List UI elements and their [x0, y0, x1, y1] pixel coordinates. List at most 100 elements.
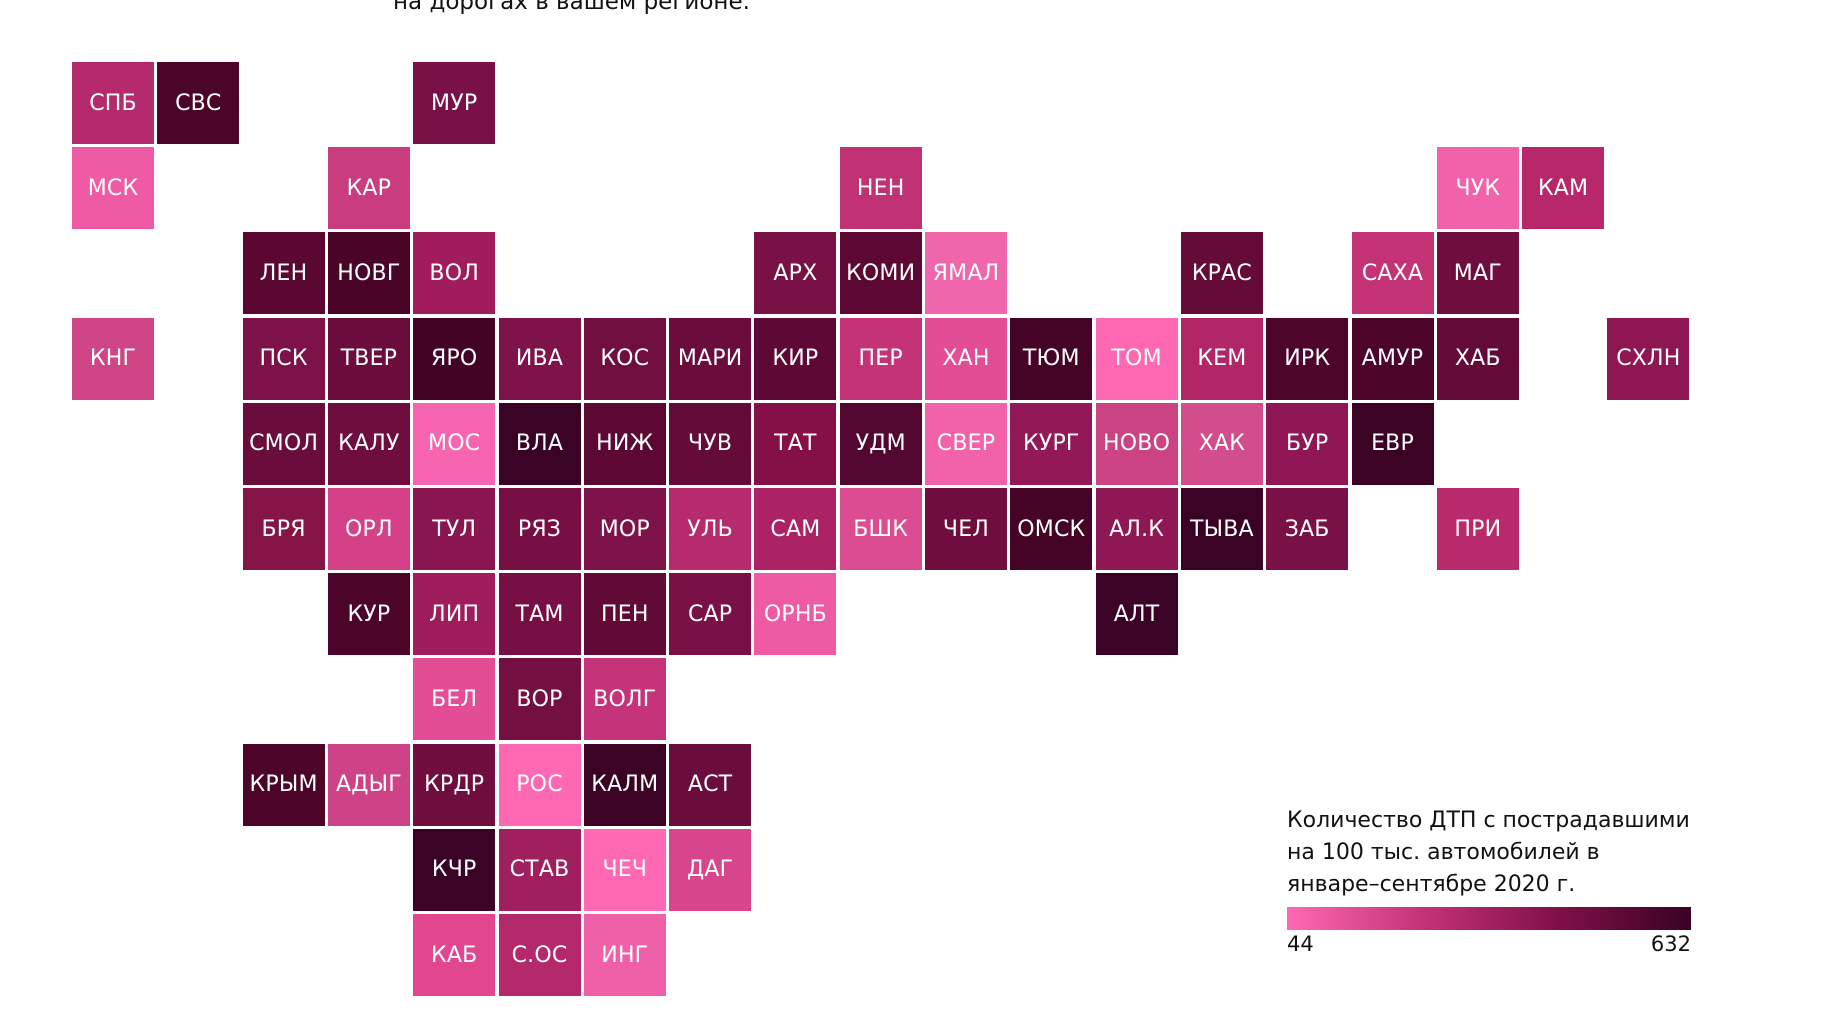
region-tile[interactable]: КОМИ	[839, 232, 922, 315]
region-tile[interactable]: ВЛА	[498, 402, 581, 485]
legend-title: Количество ДТП с пострадавшими на 100 ты…	[1287, 808, 1690, 897]
region-tile[interactable]: МАРИ	[669, 317, 752, 400]
region-tile[interactable]: МСК	[72, 147, 154, 230]
region-tile[interactable]: ТУЛ	[413, 488, 496, 570]
region-tile[interactable]: КАЛМ	[583, 743, 666, 826]
region-tile[interactable]: ЧУВ	[669, 402, 752, 485]
region-tile[interactable]: САМ	[754, 488, 837, 570]
region-tile[interactable]: ХАК	[1180, 402, 1263, 485]
region-tile[interactable]: КРДР	[413, 743, 496, 826]
region-tile[interactable]: СТАВ	[498, 828, 581, 911]
region-tile[interactable]: ИНГ	[583, 914, 666, 996]
region-tile[interactable]: ПЕР	[839, 317, 922, 400]
region-tile-label: СТАВ	[509, 857, 570, 883]
region-tile[interactable]: БЕЛ	[413, 658, 496, 741]
region-tile[interactable]: ЛИП	[413, 573, 496, 656]
region-tile[interactable]: МАГ	[1436, 232, 1519, 315]
region-tile[interactable]: СВС	[157, 62, 240, 144]
region-tile[interactable]: ХАН	[925, 317, 1007, 400]
region-tile[interactable]: КУРГ	[1010, 402, 1093, 485]
region-tile[interactable]: АСТ	[669, 743, 752, 826]
region-tile[interactable]: КАМ	[1522, 147, 1605, 230]
region-tile[interactable]: ТЮМ	[1010, 317, 1093, 400]
region-tile[interactable]: ЗАБ	[1266, 488, 1349, 570]
region-tile-label: САМ	[770, 516, 821, 542]
region-tile[interactable]: ВОЛГ	[583, 658, 666, 741]
legend-labels: 44 632	[1287, 932, 1691, 956]
region-tile[interactable]: АЛТ	[1095, 573, 1178, 656]
region-tile[interactable]: НИЖ	[583, 402, 666, 485]
region-tile[interactable]: УЛЬ	[669, 488, 752, 570]
region-tile[interactable]: ОРНБ	[754, 573, 837, 656]
region-tile[interactable]: КНГ	[72, 317, 154, 400]
region-tile[interactable]: МУР	[413, 62, 496, 144]
region-tile[interactable]: ДАГ	[669, 828, 752, 911]
region-tile[interactable]: БРЯ	[242, 488, 325, 570]
region-tile-label: КАР	[346, 175, 392, 201]
region-tile[interactable]: НОВО	[1095, 402, 1178, 485]
region-tile[interactable]: ЧЕЛ	[925, 488, 1007, 570]
region-tile[interactable]: КРЫМ	[242, 743, 325, 826]
region-tile[interactable]: ТВЕР	[327, 317, 410, 400]
region-tile[interactable]: КАБ	[413, 914, 496, 996]
region-tile[interactable]: ТОМ	[1095, 317, 1178, 400]
region-tile[interactable]: ОРЛ	[327, 488, 410, 570]
region-tile[interactable]: ВОЛ	[413, 232, 496, 315]
region-tile[interactable]: БШК	[839, 488, 922, 570]
region-tile[interactable]: МОР	[583, 488, 666, 570]
region-tile[interactable]: УДМ	[839, 402, 922, 485]
region-tile[interactable]: ТАМ	[498, 573, 581, 656]
region-tile[interactable]: КУР	[327, 573, 410, 656]
region-tile[interactable]: КАЛУ	[327, 402, 410, 485]
region-tile[interactable]: ВОР	[498, 658, 581, 741]
region-tile[interactable]: КИР	[754, 317, 837, 400]
region-tile-label: МАГ	[1453, 260, 1502, 286]
region-tile[interactable]: СВЕР	[925, 402, 1007, 485]
region-tile[interactable]: ЛЕН	[242, 232, 325, 315]
region-tile-label: САР	[687, 601, 733, 627]
region-tile-label: СМОЛ	[249, 431, 319, 457]
region-tile[interactable]: ПСК	[242, 317, 325, 400]
region-tile[interactable]: СХЛН	[1607, 317, 1690, 400]
region-tile-label: ЧУК	[1455, 175, 1501, 201]
region-tile[interactable]: ЕВР	[1351, 402, 1434, 485]
region-tile[interactable]: СМОЛ	[242, 402, 325, 485]
region-tile[interactable]: АДЫГ	[327, 743, 410, 826]
region-tile[interactable]: КРАС	[1180, 232, 1263, 315]
region-tile-label: ЛИП	[429, 601, 480, 627]
region-tile[interactable]: СПБ	[72, 62, 154, 144]
region-tile[interactable]: ЯМАЛ	[925, 232, 1007, 315]
region-tile[interactable]: КЕМ	[1180, 317, 1263, 400]
region-tile[interactable]: АЛ.К	[1095, 488, 1178, 570]
region-tile[interactable]: ЧЕЧ	[583, 828, 666, 911]
region-tile[interactable]: ОМСК	[1010, 488, 1093, 570]
region-tile[interactable]: ИВА	[498, 317, 581, 400]
region-tile[interactable]: ИРК	[1266, 317, 1349, 400]
region-tile[interactable]: НОВГ	[327, 232, 410, 315]
region-tile[interactable]: АРХ	[754, 232, 837, 315]
region-tile-label: АРХ	[773, 260, 818, 286]
region-tile[interactable]: КОС	[583, 317, 666, 400]
region-tile[interactable]: КЧР	[413, 828, 496, 911]
region-tile[interactable]: ХАБ	[1436, 317, 1519, 400]
region-tile[interactable]: ПРИ	[1436, 488, 1519, 570]
region-tile-label: ТАТ	[774, 431, 817, 457]
region-tile[interactable]: БУР	[1266, 402, 1349, 485]
region-tile[interactable]: САР	[669, 573, 752, 656]
region-tile[interactable]: КАР	[327, 147, 410, 230]
region-tile[interactable]: МОС	[413, 402, 496, 485]
region-tile[interactable]: ТЫВА	[1180, 488, 1263, 570]
region-tile[interactable]: РЯЗ	[498, 488, 581, 570]
region-tile-label: ТУЛ	[432, 516, 477, 542]
region-tile-label: МАРИ	[677, 346, 743, 372]
region-tile[interactable]: ЯРО	[413, 317, 496, 400]
region-tile[interactable]: ТАТ	[754, 402, 837, 485]
region-tile[interactable]: С.ОС	[498, 914, 581, 996]
region-tile[interactable]: АМУР	[1351, 317, 1434, 400]
region-tile[interactable]: ЧУК	[1436, 147, 1519, 230]
region-tile[interactable]: РОС	[498, 743, 581, 826]
region-tile[interactable]: САХА	[1351, 232, 1434, 315]
region-tile-label: КИР	[772, 346, 819, 372]
region-tile[interactable]: ПЕН	[583, 573, 666, 656]
region-tile[interactable]: НЕН	[839, 147, 922, 230]
